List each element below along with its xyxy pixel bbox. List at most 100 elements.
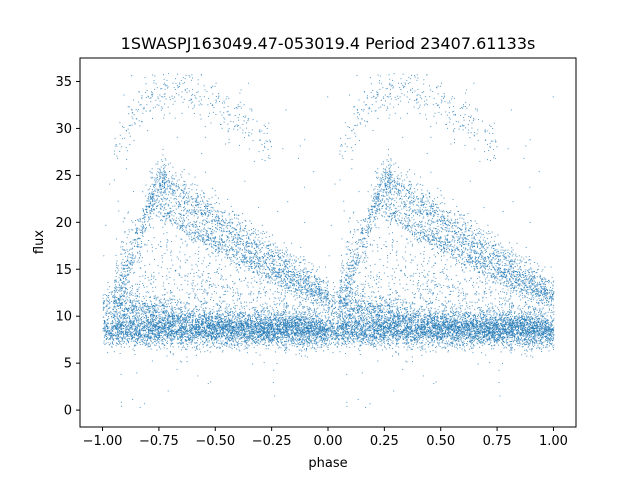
data-point [289, 311, 291, 313]
data-point [532, 337, 534, 339]
data-point [172, 346, 174, 348]
data-point [315, 351, 317, 352]
data-point [496, 334, 497, 336]
data-point [264, 327, 266, 328]
data-point [456, 308, 458, 310]
data-point [541, 328, 543, 330]
data-point [426, 321, 428, 323]
data-point [119, 312, 121, 314]
data-point [397, 333, 399, 335]
data-point [343, 328, 345, 330]
data-point [384, 328, 386, 330]
data-point [196, 339, 198, 341]
data-point [406, 331, 408, 333]
data-point [268, 327, 270, 329]
data-point [331, 338, 333, 340]
data-point [343, 333, 345, 335]
data-point [410, 336, 412, 338]
data-point [232, 340, 234, 342]
data-point [355, 327, 357, 329]
data-point [460, 331, 462, 332]
data-point [234, 346, 235, 348]
data-point [343, 338, 345, 340]
data-point [414, 337, 415, 339]
data-point [142, 337, 144, 339]
data-point [539, 326, 541, 328]
data-point [176, 333, 178, 335]
data-point [139, 329, 141, 331]
data-point [474, 313, 476, 315]
data-point [113, 338, 115, 340]
data-point [352, 328, 354, 330]
data-point [232, 330, 234, 331]
data-point [153, 325, 155, 327]
data-point [440, 325, 442, 327]
data-point [469, 339, 471, 341]
data-point [540, 336, 542, 338]
data-point [451, 316, 453, 318]
data-point [299, 336, 301, 338]
data-point [180, 328, 182, 330]
data-point [113, 351, 115, 353]
data-point [509, 325, 511, 327]
data-point [552, 340, 553, 342]
data-point [376, 337, 377, 339]
data-point [174, 328, 176, 330]
data-point [402, 342, 404, 344]
data-point [169, 351, 171, 352]
data-point [502, 345, 504, 346]
data-point [143, 313, 145, 315]
data-point [162, 326, 164, 328]
data-point [528, 318, 530, 320]
data-point [182, 333, 184, 335]
data-point [103, 336, 105, 338]
data-point [447, 324, 449, 326]
data-point [389, 331, 391, 333]
data-point [368, 333, 370, 335]
data-point [457, 340, 459, 342]
data-point [531, 324, 533, 326]
data-point [348, 322, 350, 324]
data-point [356, 327, 358, 328]
data-point [268, 310, 270, 312]
data-point [501, 342, 503, 344]
data-point [397, 338, 399, 340]
data-point [324, 321, 326, 323]
data-point [225, 328, 227, 330]
data-point [506, 333, 508, 335]
data-point [185, 340, 187, 341]
data-point [144, 343, 146, 345]
data-point [423, 318, 425, 320]
data-point [448, 350, 449, 352]
data-point [147, 331, 149, 333]
data-point [223, 335, 225, 337]
data-point [445, 337, 447, 339]
data-point [202, 346, 204, 348]
data-point [116, 338, 118, 340]
data-point [108, 330, 110, 331]
data-point [416, 340, 418, 342]
data-point [329, 340, 331, 342]
data-point [178, 333, 180, 335]
data-point [180, 342, 182, 344]
data-point [221, 345, 223, 347]
data-point [147, 335, 149, 336]
data-point [457, 330, 459, 331]
data-point [155, 341, 157, 343]
data-point [281, 327, 283, 329]
data-point [347, 338, 349, 340]
data-point [318, 321, 320, 323]
data-point [270, 328, 272, 330]
data-point [481, 338, 483, 340]
data-point [274, 336, 276, 338]
data-point [211, 341, 213, 343]
data-point [295, 327, 297, 329]
data-point [271, 336, 273, 338]
data-point [415, 323, 416, 325]
data-point [332, 322, 334, 324]
data-point [216, 342, 218, 344]
data-point [319, 318, 321, 320]
data-point [527, 340, 529, 342]
data-point [153, 344, 155, 346]
data-point [306, 325, 308, 327]
